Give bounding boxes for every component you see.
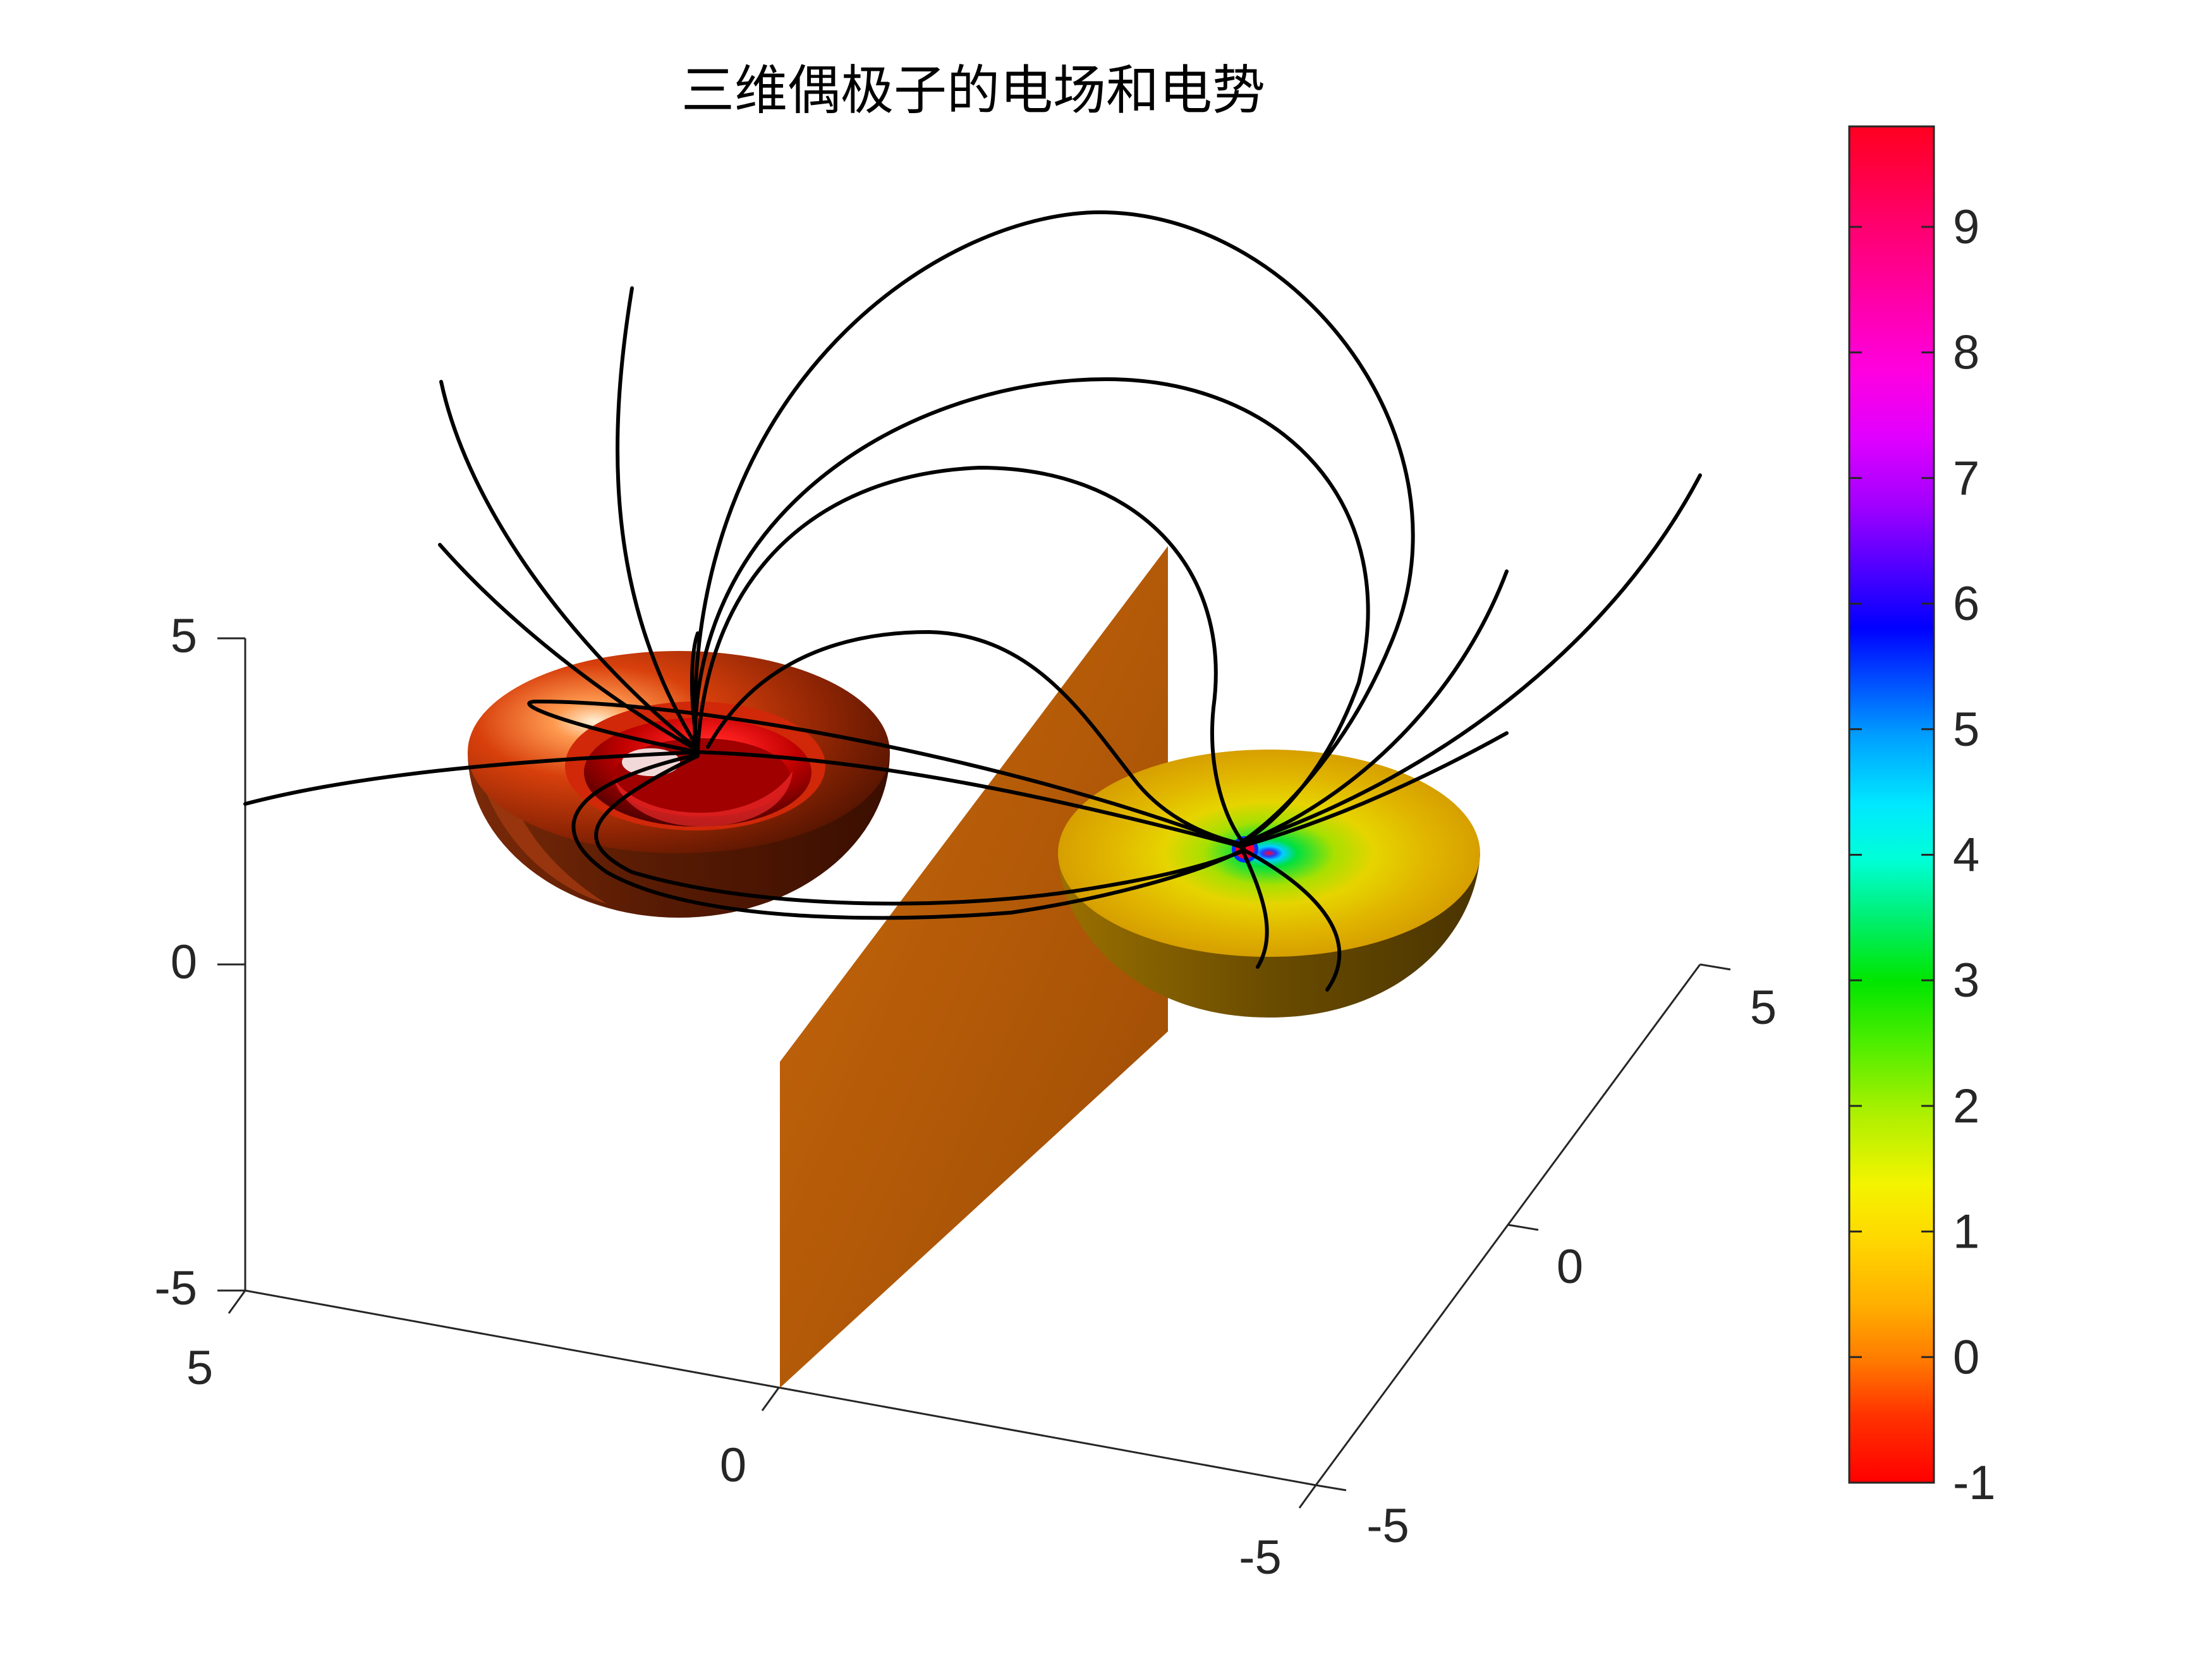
colorbar-tick-label: -1 bbox=[1953, 1456, 1996, 1510]
y-tick-label-5: 5 bbox=[1750, 981, 1777, 1035]
x-tick-0 bbox=[762, 1388, 779, 1411]
z-tick-label-0: 0 bbox=[171, 935, 197, 989]
z-tick-label--5: -5 bbox=[154, 1261, 197, 1315]
colorbar-tick-label: 8 bbox=[1953, 326, 1979, 380]
x-tick--5 bbox=[1299, 1485, 1316, 1508]
x-tick-label--5: -5 bbox=[1239, 1531, 1282, 1584]
positive-charge-hemisphere bbox=[468, 651, 890, 918]
y-tick--5 bbox=[1316, 1485, 1346, 1490]
colorbar-tick-label: 6 bbox=[1953, 577, 1979, 631]
colorbar-tick-label: 2 bbox=[1953, 1079, 1979, 1133]
colorbar-tick-label: 1 bbox=[1953, 1205, 1979, 1259]
colorbar-tick-label: 4 bbox=[1953, 828, 1979, 882]
y-tick-0 bbox=[1508, 1225, 1538, 1230]
colorbar-tick-label: 9 bbox=[1953, 200, 1979, 254]
colorbar-tick-label: 3 bbox=[1953, 954, 1979, 1007]
x-tick-5 bbox=[229, 1291, 245, 1313]
y-tick-5 bbox=[1700, 964, 1730, 969]
z-tick-label-5: 5 bbox=[171, 609, 197, 663]
colorbar-gradient bbox=[1849, 126, 1934, 1483]
chart-title: 三维偶极子的电场和电势 bbox=[681, 59, 1265, 121]
colorbar-tick-label: 5 bbox=[1953, 703, 1979, 757]
y-tick-label--5: -5 bbox=[1366, 1499, 1409, 1553]
colorbar-tick-label: 7 bbox=[1953, 451, 1979, 505]
y-tick-label-0: 0 bbox=[1557, 1240, 1583, 1294]
colorbar-tick-label: 0 bbox=[1953, 1330, 1979, 1384]
colorbar: -1 0 1 2 3 4 5 6 7 8 9 bbox=[1849, 126, 1996, 1510]
x-tick-label-0: 0 bbox=[720, 1438, 746, 1492]
potential-plane bbox=[780, 546, 1168, 1388]
x-tick-label-5: 5 bbox=[186, 1341, 213, 1395]
